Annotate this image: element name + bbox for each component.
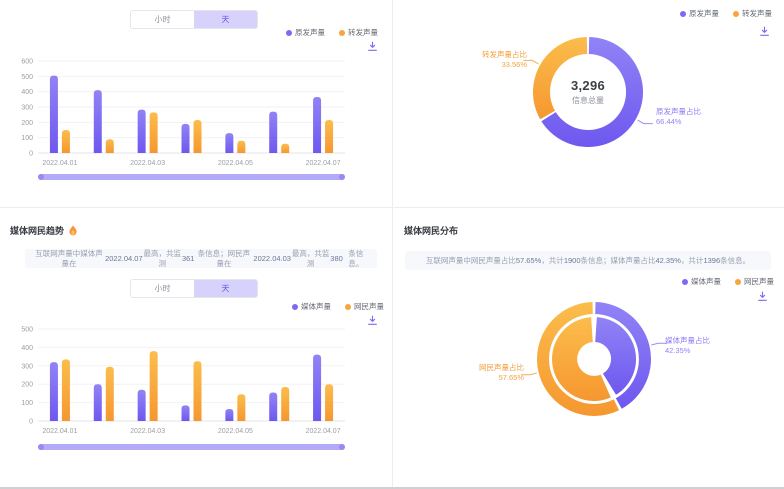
legend-label: 网民声量 (744, 277, 774, 286)
panel-divider-vertical (392, 0, 393, 487)
legend-item-forward[interactable]: 转发声量 (733, 8, 772, 19)
panel-title: 媒体网民分布 (404, 224, 458, 237)
bar-chart-media-netizen[interactable]: 0 100 200 300 400 500 2022.04.01 2022.04.03 2022… (0, 314, 392, 440)
svg-text:2022.04.01: 2022.04.01 (42, 428, 77, 435)
svg-text:2022.04.01: 2022.04.01 (42, 160, 77, 167)
svg-text:200: 200 (21, 382, 33, 389)
legend-label: 转发声量 (742, 9, 772, 18)
download-icon[interactable] (759, 26, 770, 37)
legend-dot-purple-icon (286, 29, 292, 36)
legend-item-media[interactable]: 媒体声量 (292, 301, 331, 312)
chart-legend: 原发声量 转发声量 (680, 8, 772, 19)
download-icon[interactable] (757, 291, 768, 302)
time-granularity-toggle: 小时 天 (130, 10, 258, 29)
time-granularity-toggle: 小时 天 (130, 279, 258, 298)
chart-legend: 媒体声量 网民声量 (682, 276, 774, 287)
donut-chart-origin-forward[interactable] (393, 0, 784, 207)
legend-label: 网民声量 (354, 302, 384, 311)
toggle-option-hour[interactable]: 小时 (131, 280, 194, 297)
panel-media-netizen-share: 媒体网民分布 互联网声量中网民声量占比 57.65% ，共计 1900 条信息；媒体声量… (393, 208, 784, 489)
panel-origin-forward-share: 原发声量 转发声量 3,296 信息总量 转发声量占比 33.56% 原发声量占… (393, 0, 784, 207)
svg-text:100: 100 (21, 400, 33, 407)
svg-text:500: 500 (21, 327, 33, 334)
svg-text:100: 100 (21, 135, 33, 142)
panel-media-netizen-trend: 媒体网民趋势 互联网声量中媒体声量在 2022.04.07 最高，共监测 361 条信息… (0, 208, 392, 489)
legend-dot-purple-icon (680, 10, 686, 17)
toggle-option-day[interactable]: 天 (194, 280, 257, 297)
scrollbar-right-handle[interactable] (339, 174, 345, 180)
bar-chart-origin-forward[interactable]: 0 100 200 300 400 500 600 2022.04.01 2022.04.03 2… (0, 46, 392, 172)
panel-title-text: 媒体网民趋势 (10, 226, 65, 236)
datazoom-scrollbar[interactable] (38, 444, 345, 450)
legend-label: 原发声量 (689, 9, 719, 18)
legend-dot-orange-icon (733, 10, 739, 17)
panel-title: 媒体网民趋势 (10, 224, 78, 237)
datazoom-scrollbar[interactable] (38, 174, 345, 180)
svg-text:2022.04.05: 2022.04.05 (218, 428, 253, 435)
scrollbar-right-handle[interactable] (339, 444, 345, 450)
panel-title-text: 媒体网民分布 (404, 226, 459, 236)
window-bottom-edge (0, 487, 784, 489)
chart-legend: 媒体声量 网民声量 (292, 301, 384, 312)
legend-item-origin[interactable]: 原发声量 (286, 27, 325, 38)
chart-legend: 原发声量 转发声量 (286, 27, 378, 38)
scrollbar-left-handle[interactable] (38, 174, 44, 180)
svg-text:2022.04.03: 2022.04.03 (130, 160, 165, 167)
legend-dot-orange-icon (735, 278, 741, 285)
legend-dot-orange-icon (345, 303, 351, 310)
legend-item-forward[interactable]: 转发声量 (339, 27, 378, 38)
legend-item-media[interactable]: 媒体声量 (682, 276, 721, 287)
panel-divider-horizontal (0, 207, 784, 208)
svg-text:0: 0 (29, 419, 33, 426)
legend-item-netizen[interactable]: 网民声量 (345, 301, 384, 312)
nested-donut-chart-media-netizen[interactable] (393, 208, 784, 489)
download-icon[interactable] (367, 315, 378, 326)
toggle-option-day[interactable]: 天 (194, 11, 257, 28)
svg-text:2022.04.05: 2022.04.05 (218, 160, 253, 167)
scrollbar-left-handle[interactable] (38, 444, 44, 450)
legend-label: 媒体声量 (691, 277, 721, 286)
insight-description: 互联网声量中网民声量占比 57.65% ，共计 1900 条信息；媒体声量占比 42.35… (405, 251, 771, 270)
legend-dot-orange-icon (339, 29, 345, 36)
panel-origin-forward-trend: 小时 天 原发声量 转发声量 0 100 200 300 400 500 600 2022.0… (0, 0, 392, 207)
toggle-option-hour[interactable]: 小时 (131, 11, 194, 28)
insight-description: 互联网声量中媒体声量在 2022.04.07 最高，共监测 361 条信息；网民声量在 2… (25, 249, 377, 268)
legend-label: 原发声量 (295, 28, 325, 37)
legend-dot-purple-icon (292, 303, 298, 310)
legend-label: 转发声量 (348, 28, 378, 37)
svg-text:200: 200 (21, 120, 33, 127)
legend-item-netizen[interactable]: 网民声量 (735, 276, 774, 287)
svg-text:0: 0 (29, 151, 33, 158)
svg-text:400: 400 (21, 89, 33, 96)
legend-dot-purple-icon (682, 278, 688, 285)
legend-label: 媒体声量 (301, 302, 331, 311)
download-icon[interactable] (367, 41, 378, 52)
svg-text:2022.04.07: 2022.04.07 (306, 160, 341, 167)
svg-text:600: 600 (21, 59, 33, 66)
svg-text:300: 300 (21, 105, 33, 112)
svg-text:2022.04.07: 2022.04.07 (306, 428, 341, 435)
svg-text:400: 400 (21, 345, 33, 352)
legend-item-origin[interactable]: 原发声量 (680, 8, 719, 19)
svg-text:500: 500 (21, 74, 33, 81)
flame-icon (69, 225, 77, 235)
svg-text:300: 300 (21, 363, 33, 370)
svg-text:2022.04.03: 2022.04.03 (130, 428, 165, 435)
